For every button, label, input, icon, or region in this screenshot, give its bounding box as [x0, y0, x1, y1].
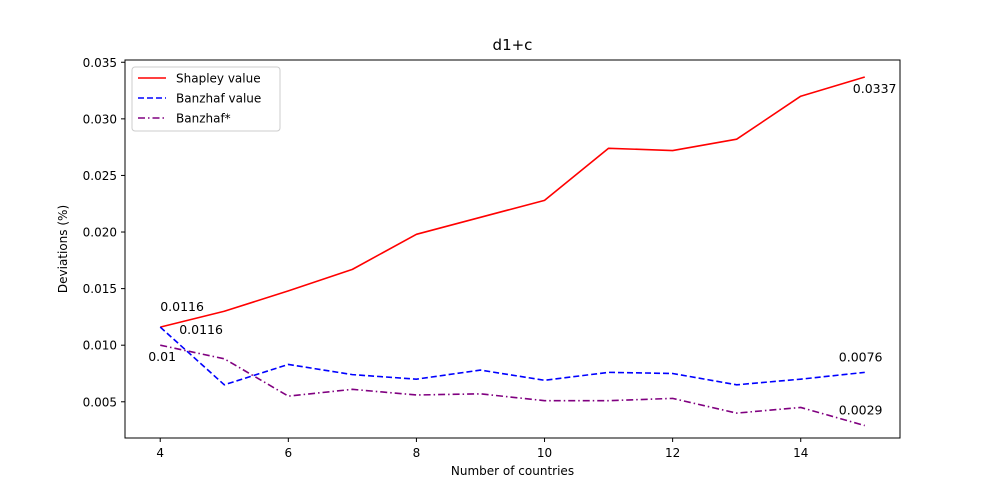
x-tick-label: 12	[665, 446, 680, 460]
plot-area	[159, 76, 866, 427]
y-tick-label: 0.010	[83, 339, 117, 353]
series-line-banzhaf	[160, 344, 865, 427]
data-label: 0.0116	[160, 299, 204, 314]
y-tick-label: 0.020	[83, 226, 117, 240]
x-axis: 4 6 8 10 12 14	[156, 438, 808, 460]
data-label: 0.0337	[853, 81, 897, 96]
series-line-shapley-value	[160, 76, 866, 328]
x-tick-label: 6	[285, 446, 293, 460]
data-label: 0.01	[148, 349, 176, 364]
y-axis: 0.005 0.010 0.015 0.020 0.025 0.030 0.035	[83, 56, 125, 409]
x-tick-label: 4	[156, 446, 164, 460]
x-axis-title: Number of countries	[451, 464, 574, 478]
data-label: 0.0116	[179, 322, 223, 337]
x-tick-label: 10	[537, 446, 552, 460]
y-tick-label: 0.015	[83, 282, 117, 296]
x-tick-label: 8	[413, 446, 421, 460]
legend-label: Banzhaf value	[176, 92, 261, 106]
chart-title: d1+c	[493, 36, 533, 54]
legend-label: Shapley value	[176, 72, 261, 86]
series-line-banzhaf-value	[159, 326, 865, 386]
legend-label: Banzhaf*	[176, 112, 231, 126]
data-label: 0.0076	[839, 349, 883, 364]
legend-box	[131, 66, 281, 132]
data-labels: 0.0116 0.0337 0.0116 0.0076 0.01 0.0029	[148, 81, 896, 418]
y-tick-label: 0.025	[83, 169, 117, 183]
plot-frame	[124, 59, 901, 439]
y-tick-label: 0.005	[83, 395, 117, 409]
x-tick-label: 14	[793, 446, 808, 460]
y-axis-title: Deviations (%)	[56, 205, 70, 293]
y-tick-label: 0.035	[83, 56, 117, 70]
y-tick-label: 0.030	[83, 112, 117, 126]
data-label: 0.0029	[839, 403, 883, 418]
legend: Shapley value Banzhaf value Banzhaf*	[131, 66, 281, 132]
